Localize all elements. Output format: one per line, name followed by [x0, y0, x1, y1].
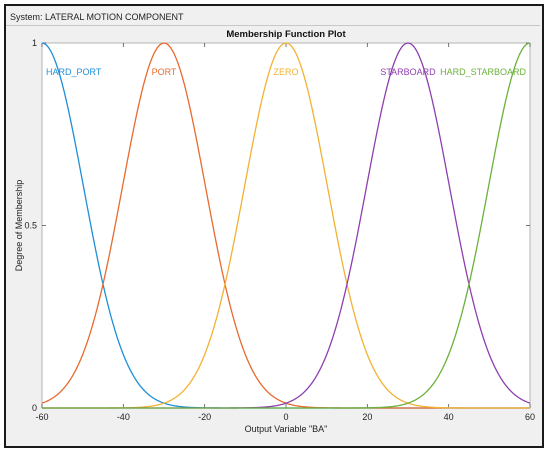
chart-title: Membership Function Plot — [226, 29, 346, 40]
plot-area — [41, 42, 531, 409]
x-axis-label: Output Variable "BA" — [245, 424, 328, 434]
mf-label-starboard: STARBOARD — [380, 67, 436, 77]
mf-labels-layer: HARD_PORT PORT ZERO STARBOARD HARD_STARBOARD — [46, 67, 526, 77]
y-tick-label: 0.5 — [24, 221, 37, 231]
x-tick-label: 60 — [525, 412, 535, 422]
plot-panel: Membership Function Plot -60 -40 -20 0 20 40 6… — [12, 27, 542, 442]
x-tick-label: 20 — [362, 412, 372, 422]
mf-label-port: PORT — [152, 67, 177, 77]
x-tick-label: 40 — [444, 412, 454, 422]
system-label: System: LATERAL MOTION COMPONENT — [6, 8, 540, 26]
y-tick-label: 0 — [32, 403, 37, 413]
x-tick-label: 0 — [283, 412, 288, 422]
mf-curve-hard-starboard[interactable] — [42, 42, 531, 409]
y-tick-label: 1 — [32, 38, 37, 48]
x-tick-label: -60 — [35, 412, 48, 422]
x-tick-label: -40 — [117, 412, 130, 422]
y-axis-label: Degree of Membership — [14, 180, 24, 272]
ticks-layer: -60 -40 -20 0 20 40 60 0 0.5 1 — [24, 38, 535, 422]
x-tick-label: -20 — [198, 412, 211, 422]
curves-layer[interactable] — [41, 42, 531, 409]
mf-label-hard-starboard: HARD_STARBOARD — [440, 67, 526, 77]
mf-label-zero: ZERO — [273, 67, 298, 77]
membership-function-chart: Membership Function Plot -60 -40 -20 0 20 40 6… — [14, 29, 535, 434]
mf-label-hard-port: HARD_PORT — [46, 67, 102, 77]
